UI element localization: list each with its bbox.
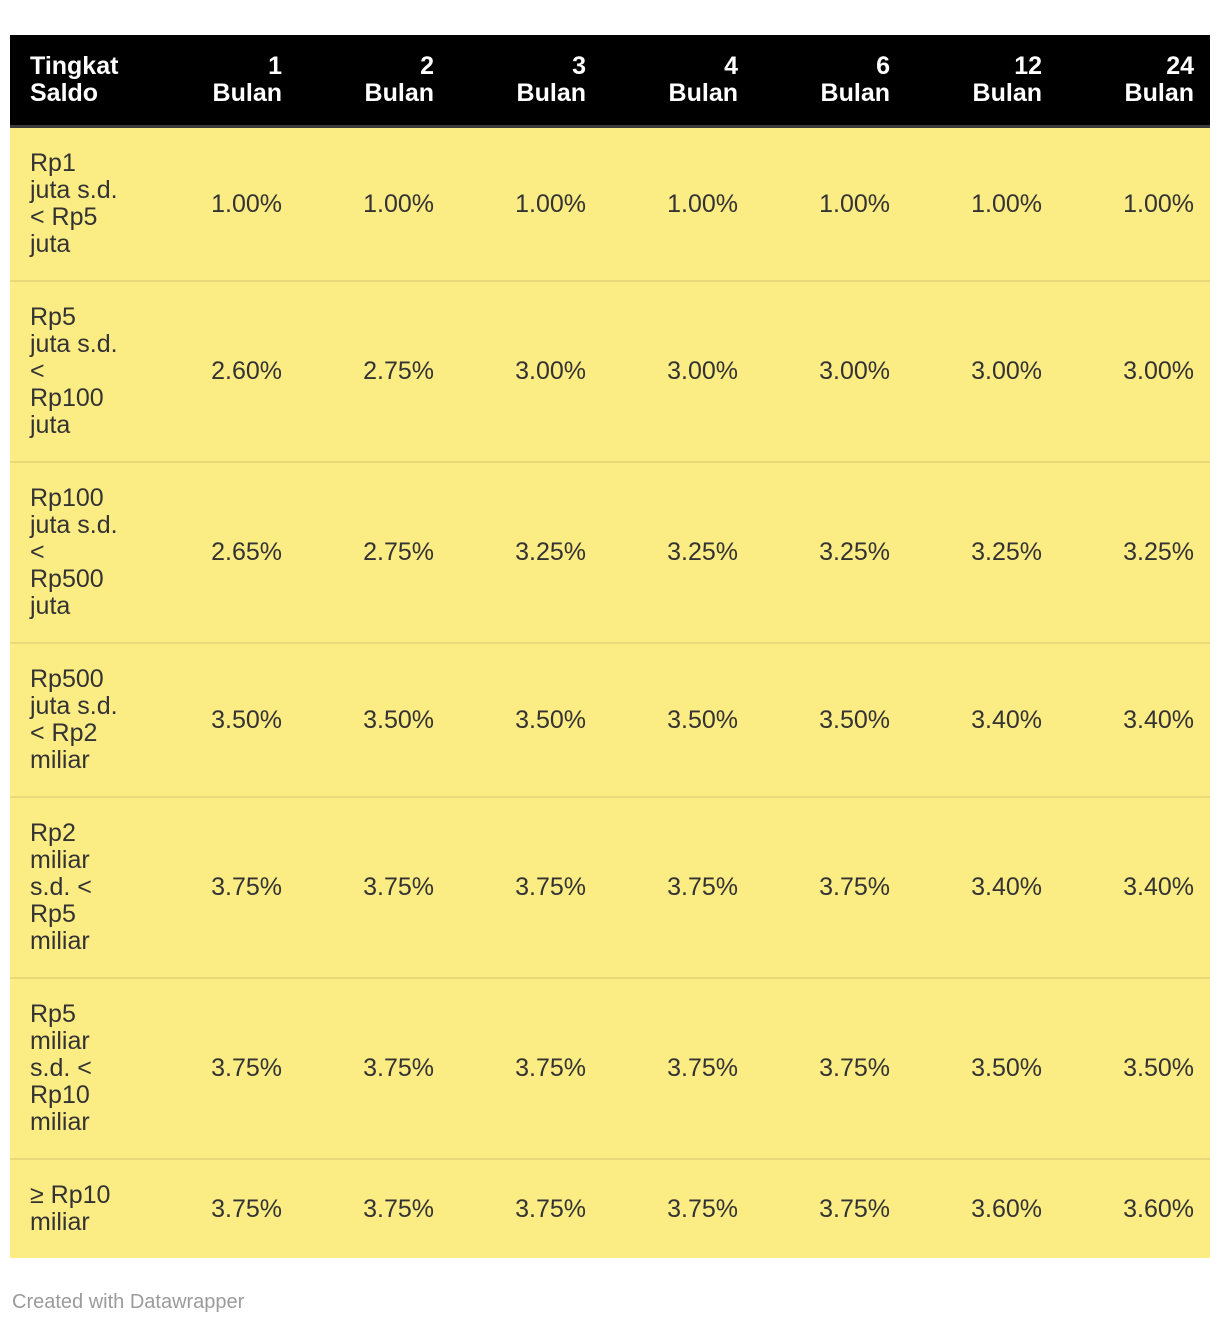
column-header-2-bulan: 2 Bulan: [298, 35, 450, 128]
row-label: Rp2 miliar s.d. < Rp5 miliar: [10, 796, 146, 978]
rate-cell: 3.75%: [602, 977, 754, 1159]
table-row: Rp5 juta s.d. < Rp100 juta 2.60% 2.75% 3.00…: [10, 280, 1210, 462]
table-row: Rp100 juta s.d. < Rp500 juta 2.65% 2.75% 3.…: [10, 461, 1210, 643]
table-row: ≥ Rp10 miliar 3.75% 3.75% 3.75% 3.75% 3.75% 3.…: [10, 1158, 1210, 1258]
rate-cell: 1.00%: [754, 126, 906, 281]
rate-cell: 3.25%: [906, 461, 1058, 643]
rate-cell: 3.25%: [754, 461, 906, 643]
rate-cell: 3.75%: [450, 1158, 602, 1258]
rate-cell: 3.75%: [754, 977, 906, 1159]
rate-cell: 3.25%: [450, 461, 602, 643]
rate-cell: 3.00%: [906, 280, 1058, 462]
rate-cell: 3.75%: [146, 1158, 298, 1258]
rate-cell: 1.00%: [298, 126, 450, 281]
column-header-tingkat-saldo: Tingkat Saldo: [10, 35, 146, 128]
rate-cell: 3.75%: [602, 1158, 754, 1258]
row-label: Rp5 miliar s.d. < Rp10 miliar: [10, 977, 146, 1159]
column-header-24-bulan: 24 Bulan: [1058, 35, 1210, 128]
rate-cell: 1.00%: [450, 126, 602, 281]
rate-cell: 3.75%: [754, 1158, 906, 1258]
rate-cell: 3.25%: [602, 461, 754, 643]
rate-cell: 3.75%: [298, 796, 450, 978]
rate-cell: 3.75%: [298, 977, 450, 1159]
rate-cell: 3.40%: [906, 642, 1058, 797]
rate-cell: 2.65%: [146, 461, 298, 643]
row-label: Rp500 juta s.d. < Rp2 miliar: [10, 642, 146, 797]
rate-cell: 3.75%: [450, 977, 602, 1159]
rate-cell: 3.75%: [146, 796, 298, 978]
row-label: Rp1 juta s.d. < Rp5 juta: [10, 126, 146, 281]
column-header-12-bulan: 12 Bulan: [906, 35, 1058, 128]
rate-cell: 3.75%: [754, 796, 906, 978]
rate-cell: 3.25%: [1058, 461, 1210, 643]
rate-cell: 3.00%: [1058, 280, 1210, 462]
rate-cell: 3.00%: [450, 280, 602, 462]
datawrapper-credit[interactable]: Created with Datawrapper: [12, 1291, 245, 1313]
table-row: Rp5 miliar s.d. < Rp10 miliar 3.75% 3.75% 3…: [10, 977, 1210, 1159]
rate-cell: 1.00%: [146, 126, 298, 281]
row-label: Rp5 juta s.d. < Rp100 juta: [10, 280, 146, 462]
rate-cell: 3.60%: [906, 1158, 1058, 1258]
rate-cell: 3.50%: [906, 977, 1058, 1159]
rate-cell: 3.50%: [1058, 977, 1210, 1159]
rate-cell: 2.75%: [298, 461, 450, 643]
rate-cell: 2.75%: [298, 280, 450, 462]
column-header-3-bulan: 3 Bulan: [450, 35, 602, 128]
row-label: ≥ Rp10 miliar: [10, 1158, 146, 1258]
rate-cell: 3.75%: [450, 796, 602, 978]
rate-cell: 3.00%: [602, 280, 754, 462]
row-label: Rp100 juta s.d. < Rp500 juta: [10, 461, 146, 643]
rate-cell: 3.75%: [298, 1158, 450, 1258]
rate-cell: 3.40%: [1058, 642, 1210, 797]
rate-cell: 3.60%: [1058, 1158, 1210, 1258]
column-header-1-bulan: 1 Bulan: [146, 35, 298, 128]
rate-cell: 2.60%: [146, 280, 298, 462]
rate-cell: 1.00%: [602, 126, 754, 281]
rate-cell: 3.50%: [754, 642, 906, 797]
column-header-6-bulan: 6 Bulan: [754, 35, 906, 128]
rate-cell: 1.00%: [906, 126, 1058, 281]
rate-cell: 1.00%: [1058, 126, 1210, 281]
rate-cell: 3.75%: [602, 796, 754, 978]
rate-cell: 3.40%: [906, 796, 1058, 978]
rate-cell: 3.40%: [1058, 796, 1210, 978]
rate-cell: 3.50%: [298, 642, 450, 797]
rate-cell: 3.50%: [146, 642, 298, 797]
table-row: Rp500 juta s.d. < Rp2 miliar 3.50% 3.50% 3.…: [10, 642, 1210, 797]
rate-cell: 3.50%: [450, 642, 602, 797]
rate-cell: 3.75%: [146, 977, 298, 1159]
table-row: Rp1 juta s.d. < Rp5 juta 1.00% 1.00% 1.00% 1…: [10, 126, 1210, 281]
column-header-4-bulan: 4 Bulan: [602, 35, 754, 128]
header-row: Tingkat Saldo 1 Bulan 2 Bulan 3 Bulan 4 …: [10, 35, 1210, 128]
rate-cell: 3.00%: [754, 280, 906, 462]
rate-cell: 3.50%: [602, 642, 754, 797]
deposit-rate-table: Tingkat Saldo 1 Bulan 2 Bulan 3 Bulan 4 …: [10, 35, 1210, 1258]
table-row: Rp2 miliar s.d. < Rp5 miliar 3.75% 3.75% 3.…: [10, 796, 1210, 978]
